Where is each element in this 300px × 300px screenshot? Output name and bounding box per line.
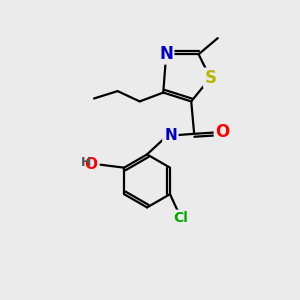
Text: N: N (165, 128, 177, 143)
Text: Cl: Cl (173, 211, 188, 225)
Text: H: H (163, 128, 174, 141)
Text: O: O (215, 123, 229, 141)
Text: N: N (159, 45, 173, 63)
Text: H: H (81, 156, 92, 169)
Text: O: O (85, 157, 98, 172)
Text: S: S (204, 69, 216, 87)
